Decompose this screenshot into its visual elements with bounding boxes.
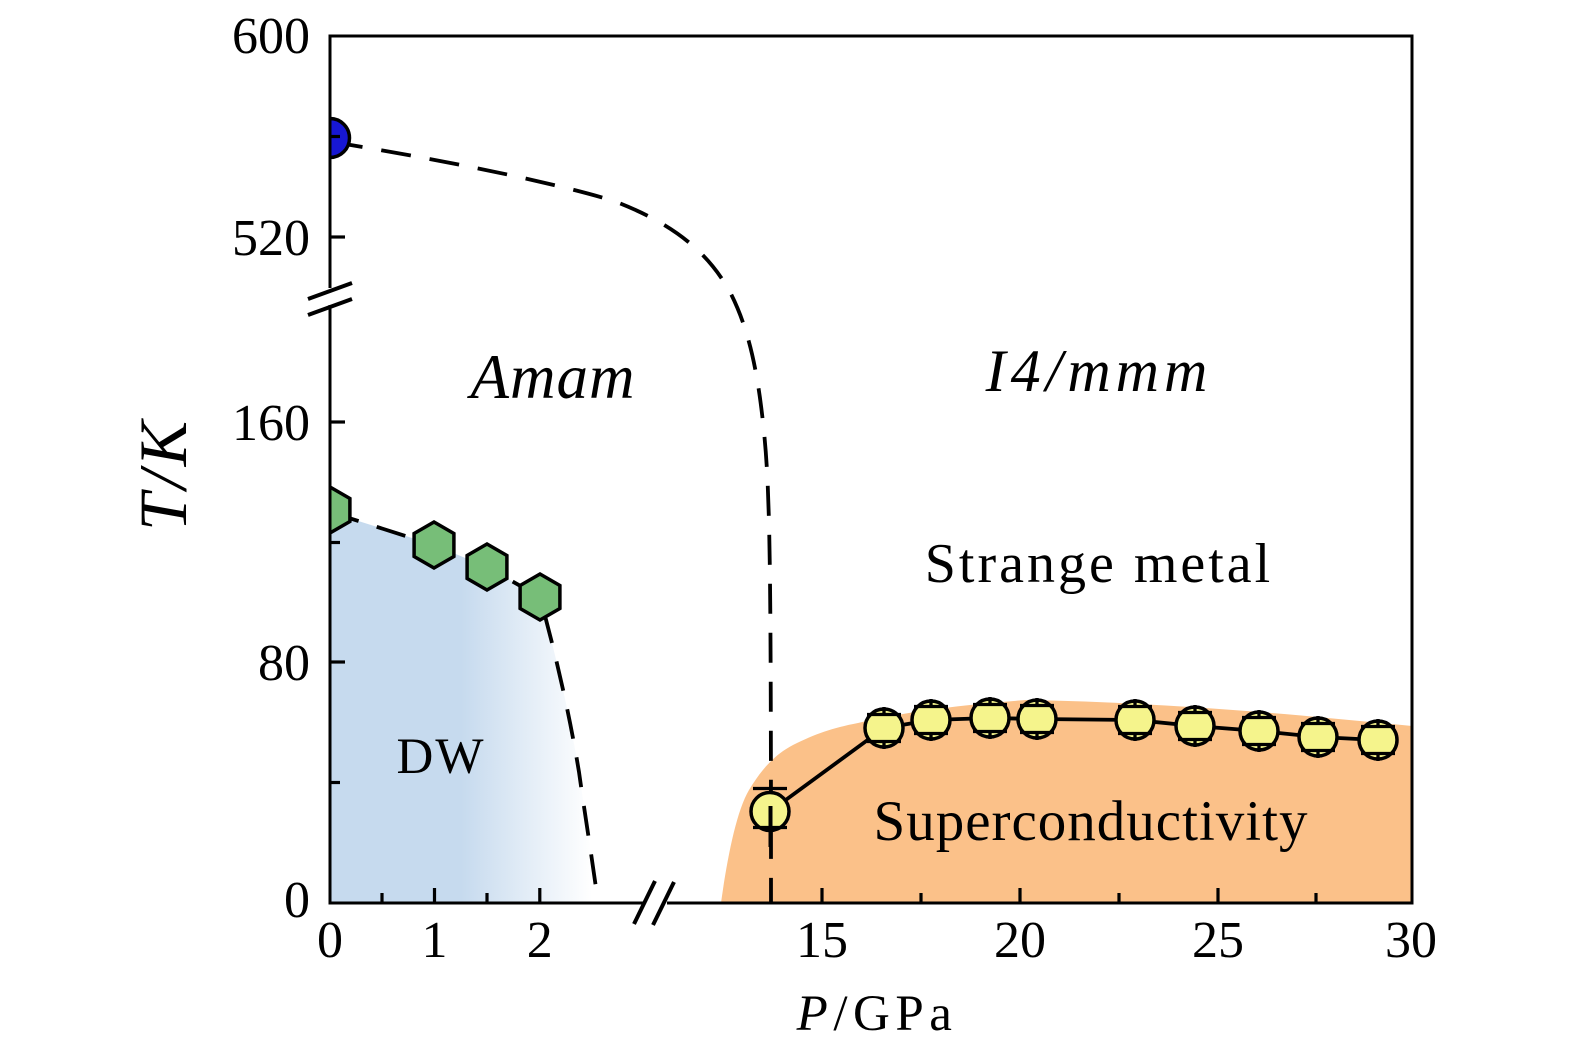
svg-text:20: 20	[994, 912, 1046, 969]
svg-text:25: 25	[1192, 912, 1244, 969]
svg-text:Superconductivity: Superconductivity	[874, 790, 1309, 853]
svg-text:I4/mmm: I4/mmm	[985, 338, 1213, 404]
svg-text:P/GPa: P/GPa	[796, 986, 958, 1042]
svg-text:15: 15	[796, 912, 848, 969]
svg-text:Strange metal: Strange metal	[925, 533, 1273, 595]
svg-text:160: 160	[232, 395, 310, 452]
svg-text:Amam: Amam	[467, 342, 636, 412]
svg-text:30: 30	[1385, 912, 1437, 969]
svg-text:DW: DW	[397, 729, 486, 785]
svg-text:0: 0	[317, 912, 343, 969]
svg-text:T/K: T/K	[125, 417, 201, 531]
svg-text:1: 1	[422, 912, 448, 969]
svg-text:600: 600	[232, 8, 310, 65]
svg-text:80: 80	[258, 635, 310, 692]
svg-text:2: 2	[527, 912, 553, 969]
svg-text:0: 0	[284, 872, 310, 929]
svg-text:520: 520	[232, 210, 310, 267]
